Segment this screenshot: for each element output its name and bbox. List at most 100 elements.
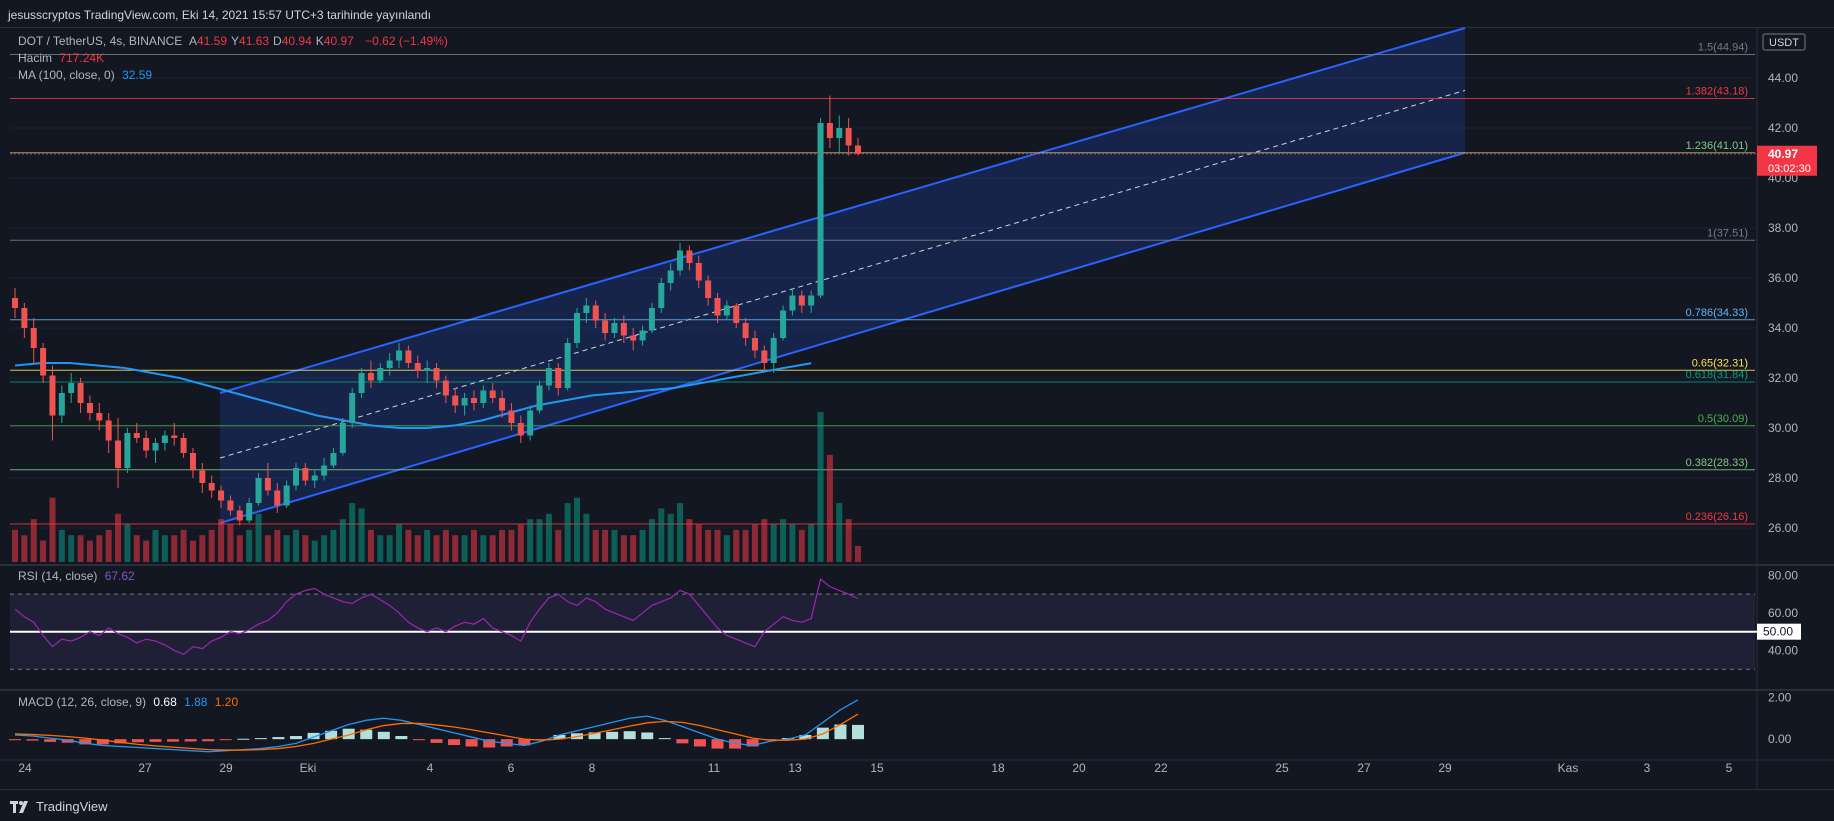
candle-body (255, 478, 262, 503)
price-tick: 34.00 (1768, 321, 1798, 335)
macd-hist-bar (623, 731, 636, 740)
volume-bar (133, 535, 140, 562)
candle-body (96, 413, 103, 421)
volume-bar (208, 529, 215, 562)
candle-body (358, 373, 365, 393)
macd-hist-bar (307, 732, 320, 740)
candle-body (236, 510, 243, 521)
price-tick: 36.00 (1768, 271, 1798, 285)
axes[interactable]: USDT44.0042.0040.0038.0036.0034.0032.003… (10, 33, 1817, 775)
fib-label: 1(37.51) (1707, 227, 1748, 239)
volume-bars (12, 412, 861, 562)
volume-bar (808, 524, 815, 562)
volume-bar (30, 519, 37, 562)
volume-bar (199, 535, 206, 562)
macd-hist-bar (658, 738, 671, 740)
volume-bar (564, 503, 571, 562)
volume-bar (602, 529, 609, 562)
main-chart[interactable]: 1.5(44.94) 1.382(43.18) 1.236(41.01) 1(37.5… (0, 0, 1834, 789)
candle-body (49, 375, 56, 416)
fib-levels[interactable]: 1.5(44.94) 1.382(43.18) 1.236(41.01) 1(37.5… (10, 42, 1755, 525)
volume-bar (124, 524, 131, 562)
candle-body (845, 128, 852, 146)
candle-body (480, 390, 487, 403)
time-tick: 22 (1154, 761, 1168, 775)
ohlc-value: 41.59 (196, 34, 227, 48)
volume-bar (424, 529, 431, 562)
volume-bar (115, 513, 122, 562)
macd-hist-bar (9, 739, 21, 741)
macd-hist-bar (553, 734, 566, 740)
candle-body (152, 443, 159, 451)
fib-label: 0.65(32.31) (1692, 357, 1748, 369)
volume-bar (161, 535, 168, 562)
volume-bar (583, 513, 590, 562)
macd-tick: 0.00 (1768, 732, 1792, 746)
candle-body (208, 483, 215, 491)
price-tick: 28.00 (1768, 471, 1798, 485)
tradingview-logo[interactable]: TradingView (10, 799, 108, 814)
candle-body (30, 328, 37, 348)
candle-body (677, 250, 684, 271)
ma-label: MA (100, close, 0) (18, 68, 115, 82)
rsi-legend: RSI (14, close) 67.62 (18, 569, 139, 583)
publish-header: jesusscryptos TradingView.com, Eki 14, 2… (0, 0, 1834, 28)
candle-body (386, 360, 393, 368)
candle-body (293, 468, 299, 486)
volume-bar (545, 513, 552, 562)
candle-body (377, 368, 384, 381)
macd-hist-bar (202, 739, 215, 742)
price-tick: 44.00 (1768, 71, 1798, 85)
candle-body (414, 363, 421, 371)
rsi-mid-label: 50.00 (1763, 625, 1793, 639)
volume-bar (358, 508, 365, 562)
ma100-line (14, 362, 812, 429)
ohlc-key: D (273, 34, 282, 48)
macd-pane[interactable] (9, 699, 864, 753)
ohlc-key: Y (231, 34, 240, 48)
volume-bar (58, 529, 65, 562)
fib-label: 0.618(31.84) (1686, 369, 1748, 381)
volume-bar (433, 535, 440, 562)
candle-body (58, 393, 65, 416)
macd-hist-bar (114, 739, 127, 744)
time-tick: Eki (300, 761, 317, 775)
macd-line-value: 1.88 (184, 695, 208, 709)
ohlc-value: 40.94 (281, 34, 312, 48)
volume-bar (40, 540, 47, 562)
candle-body (311, 475, 318, 481)
publish-info: jesusscryptos TradingView.com, Eki 14, 2… (8, 8, 432, 22)
time-tick: 11 (708, 761, 721, 775)
price-tick: 26.00 (1768, 521, 1798, 535)
time-tick: 8 (589, 761, 596, 775)
volume-bar (86, 540, 93, 562)
rsi-pane[interactable] (10, 578, 1757, 670)
regression-channel[interactable] (219, 27, 1466, 524)
macd-hist-bar (676, 739, 689, 744)
volume-bar (667, 513, 674, 562)
volume-bar (639, 529, 646, 562)
macd-hist-bar (184, 739, 197, 742)
last-price-badge (1757, 145, 1817, 176)
rsi-value: 67.62 (104, 569, 135, 583)
volume-bar (470, 529, 477, 562)
time-tick: Kas (1558, 761, 1579, 775)
candle-body (461, 398, 468, 406)
candle-body (780, 310, 787, 338)
macd-tick: 2.00 (1768, 690, 1792, 704)
time-tick: 13 (788, 761, 802, 775)
volume-bar (836, 503, 843, 562)
macd-hist-bar (61, 739, 74, 743)
time-tick: 6 (508, 761, 515, 775)
macd-hist-bar (711, 739, 724, 749)
volume-bar (527, 519, 534, 562)
candle-body (339, 423, 346, 453)
candle-body (545, 368, 552, 386)
fib-label: 0.382(28.33) (1686, 457, 1748, 469)
candle-body (536, 385, 543, 411)
candle-body (367, 373, 374, 381)
volume-bar (180, 529, 187, 562)
volume-bar (751, 524, 758, 562)
candle-body (396, 350, 403, 361)
channel-fill (220, 28, 1465, 523)
